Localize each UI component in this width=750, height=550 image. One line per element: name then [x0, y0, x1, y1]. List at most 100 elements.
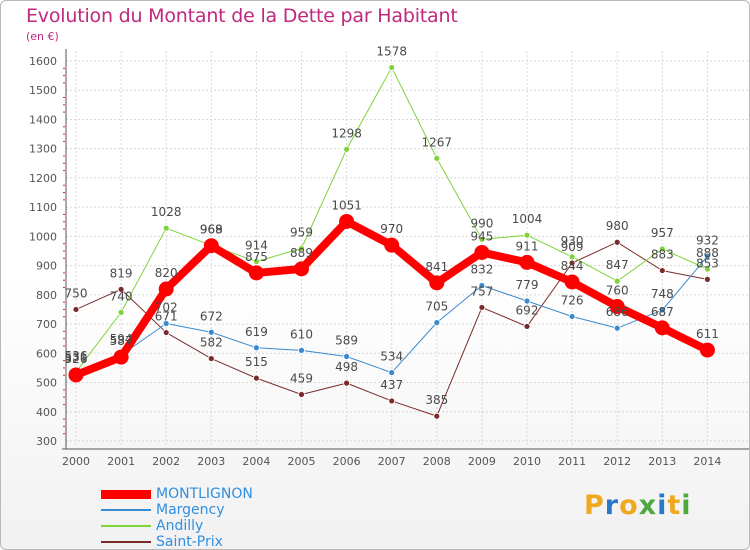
data-label: 534: [380, 350, 403, 364]
data-label: 853: [696, 256, 719, 270]
data-point: [298, 244, 305, 252]
data-point: [162, 224, 170, 232]
y-tick-label: 1600: [29, 55, 57, 68]
y-tick-label: 500: [36, 377, 57, 390]
data-label: 536: [65, 349, 88, 363]
data-label: 1298: [331, 126, 362, 140]
legend-swatch: [101, 541, 151, 543]
data-label: 757: [470, 284, 493, 298]
data-label: 847: [606, 258, 629, 272]
data-label: 841: [425, 260, 448, 274]
x-tick-label: 2009: [468, 455, 496, 468]
data-point: [207, 355, 215, 362]
data-label: 888: [696, 246, 719, 260]
y-tick-label: 600: [36, 347, 57, 360]
data-point: [478, 304, 486, 311]
data-label: 748: [651, 287, 674, 301]
data-point: [207, 328, 215, 336]
data-label: 909: [561, 240, 584, 254]
data-label: 945: [470, 229, 493, 243]
data-label: 526: [65, 352, 88, 366]
data-point: [704, 265, 711, 273]
data-label: 740: [110, 289, 133, 303]
data-label: 932: [696, 233, 719, 247]
legend-label: Andilly: [156, 518, 204, 534]
data-label: 1578: [376, 44, 407, 58]
legend-label: MONTLIGNON: [156, 486, 253, 502]
data-point: [478, 235, 486, 243]
x-tick-label: 2007: [378, 455, 406, 468]
data-label: 582: [200, 336, 223, 350]
data-label: 750: [65, 286, 88, 300]
data-label: 844: [561, 259, 584, 273]
data-point: [478, 282, 486, 289]
data-point: [523, 297, 531, 305]
data-label: 914: [245, 239, 268, 253]
data-point: [568, 253, 576, 261]
data-point: [339, 213, 355, 229]
data-label: 930: [561, 234, 584, 248]
data-point: [388, 64, 396, 71]
y-tick-label: 1500: [29, 84, 57, 97]
data-label: 671: [155, 310, 178, 324]
data-point: [433, 154, 441, 162]
x-tick-label: 2003: [197, 455, 225, 468]
data-label: 702: [155, 300, 178, 314]
data-label: 686: [606, 305, 629, 319]
data-label: 589: [335, 334, 358, 348]
x-tick-label: 2005: [288, 455, 316, 468]
data-point: [72, 306, 80, 313]
data-point: [609, 299, 625, 315]
data-label: 969: [200, 222, 223, 236]
data-point: [113, 349, 129, 365]
x-tick-label: 2008: [423, 455, 451, 468]
data-label: 819: [110, 266, 133, 280]
logo-letter: x: [638, 490, 658, 521]
legend-swatch: [101, 509, 151, 511]
data-label: 687: [651, 305, 674, 319]
data-point: [613, 238, 621, 246]
data-label: 911: [516, 239, 539, 253]
x-tick-label: 2012: [603, 455, 631, 468]
data-label: 611: [696, 327, 719, 341]
data-label: 883: [651, 248, 674, 262]
data-point: [388, 369, 396, 377]
data-label: 619: [245, 325, 268, 339]
data-label: 980: [606, 219, 629, 233]
logo-letter: r: [604, 490, 620, 521]
data-label: 672: [200, 309, 223, 323]
x-tick-label: 2000: [62, 455, 90, 468]
data-point: [613, 324, 621, 332]
y-tick-label: 800: [36, 289, 57, 302]
data-label: 726: [561, 293, 584, 307]
data-label: 1004: [512, 212, 543, 226]
data-label: 1051: [331, 198, 362, 212]
legend-label: Saint-Prix: [156, 534, 223, 550]
data-point: [658, 306, 666, 314]
data-point: [519, 254, 535, 270]
data-point: [294, 261, 309, 277]
y-tick-label: 900: [36, 260, 57, 273]
data-point: [523, 231, 531, 239]
logo-letter: t: [667, 490, 682, 521]
data-point: [117, 308, 125, 316]
data-point: [252, 374, 260, 382]
y-tick-label: 1400: [29, 113, 57, 126]
data-point: [658, 267, 666, 274]
data-point: [298, 391, 305, 398]
data-label: 1267: [422, 135, 453, 149]
data-point: [252, 258, 260, 265]
data-label: 889: [290, 246, 313, 260]
legend-label: Margency: [156, 502, 225, 518]
data-label: 875: [245, 250, 268, 264]
chart-unit: (en €): [26, 30, 59, 43]
logo-letter: o: [619, 490, 639, 521]
data-point: [433, 319, 441, 327]
data-point: [298, 346, 305, 354]
logo-letter: P: [584, 490, 605, 521]
data-point: [699, 342, 715, 358]
y-tick-label: 300: [36, 435, 57, 448]
data-label: 610: [290, 327, 313, 341]
